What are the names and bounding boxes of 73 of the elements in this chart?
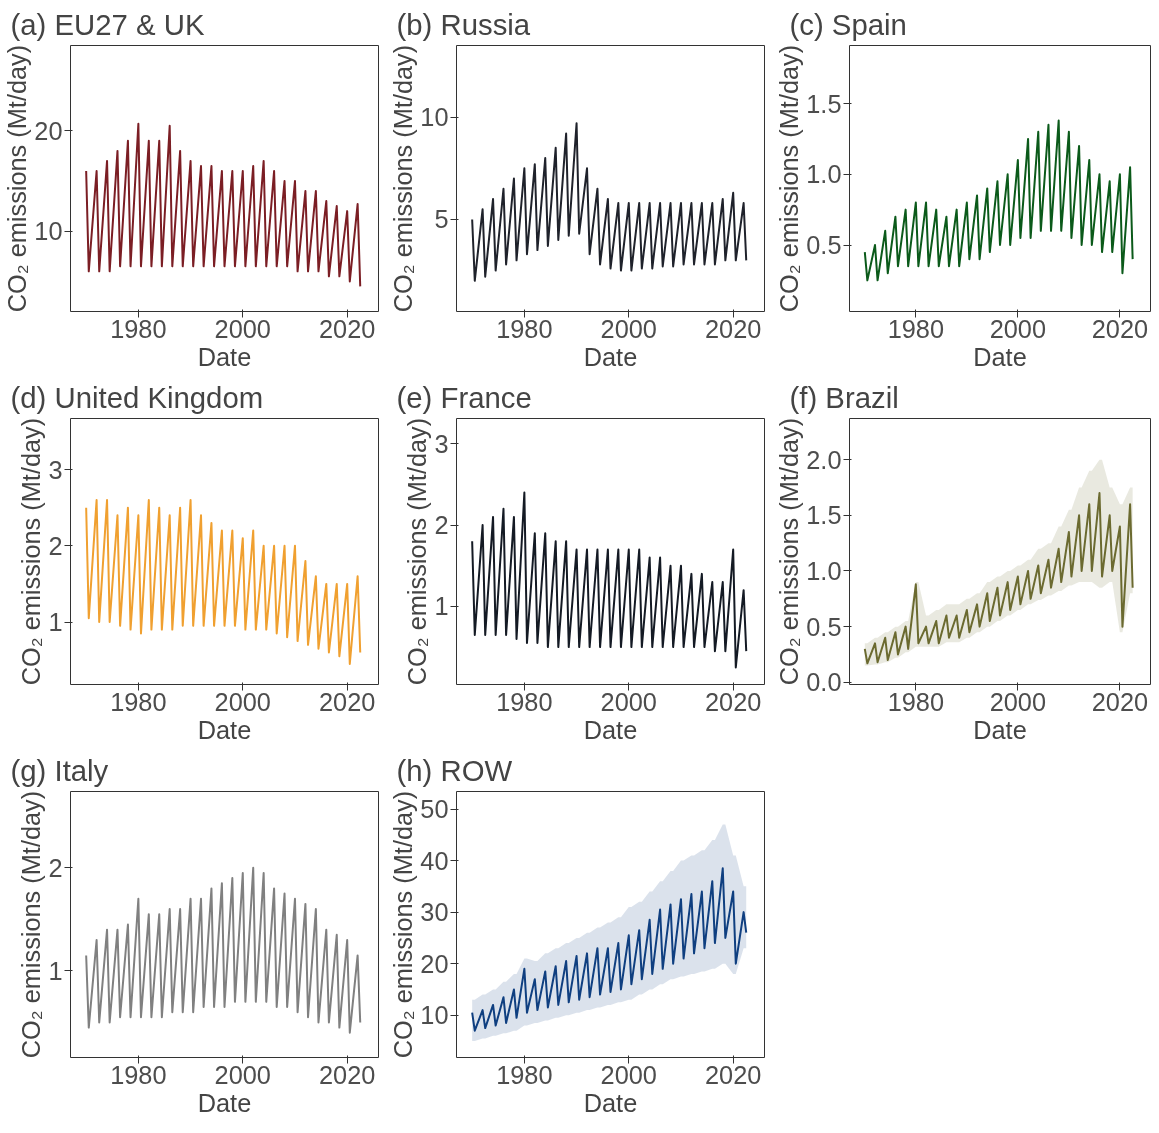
chart-title: (c) Spain: [789, 7, 907, 41]
x-axis-title: Date: [197, 342, 252, 371]
y-axis-title: CO₂ emissions (Mt/day): [17, 417, 46, 686]
y-axis-title: CO₂ emissions (Mt/day): [389, 790, 418, 1059]
x-tick-label: 1980: [110, 1060, 167, 1089]
chart-title: (g) Italy: [10, 753, 109, 787]
x-axis-title: Date: [197, 1088, 252, 1117]
y-tick-label: 2: [434, 511, 449, 540]
y-tick-label: 0.5: [806, 231, 842, 259]
x-tick-label: 1980: [496, 1060, 553, 1089]
x-tick-label: 1980: [887, 314, 945, 343]
x-tick-label: 2000: [600, 314, 657, 343]
x-tick-label: 1980: [496, 687, 553, 716]
y-tick-label: 40: [420, 846, 449, 875]
x-tick-label: 2020: [1091, 687, 1149, 716]
y-tick-label: 0.5: [806, 612, 842, 641]
y-tick-label: 2: [48, 853, 63, 882]
y-tick-label: 20: [420, 949, 449, 978]
chart-title: (h) ROW: [396, 753, 513, 787]
chart-title: (f) Brazil: [789, 380, 899, 414]
y-tick-label: 1.5: [806, 89, 842, 118]
y-tick-label: 10: [420, 1001, 449, 1030]
y-tick-label: 5: [434, 205, 449, 234]
x-tick-label: 2020: [705, 314, 762, 343]
y-tick-label: 10: [34, 217, 63, 246]
chart-title: (a) EU27 & UK: [10, 7, 205, 41]
y-tick-label: 1: [48, 608, 63, 636]
y-tick-label: 0.0: [806, 668, 842, 697]
y-tick-label: 50: [420, 795, 449, 824]
x-tick-label: 2020: [705, 687, 762, 716]
x-tick-label: 2000: [214, 314, 271, 343]
x-tick-label: 2000: [989, 687, 1047, 716]
x-tick-label: 1980: [110, 314, 167, 343]
x-tick-label: 2020: [1091, 314, 1149, 343]
x-tick-label: 2000: [214, 1060, 271, 1089]
y-tick-label: 1.0: [806, 160, 842, 189]
y-axis-title: CO₂ emissions (Mt/day): [775, 44, 804, 313]
x-tick-label: 2020: [319, 1060, 376, 1089]
chart-title: (e) France: [396, 380, 532, 414]
x-axis-title: Date: [197, 715, 252, 744]
x-tick-label: 2020: [319, 687, 376, 716]
y-tick-label: 2.0: [806, 445, 842, 474]
y-tick-label: 1: [434, 592, 449, 621]
x-tick-label: 1980: [110, 687, 167, 716]
x-axis-title: Date: [973, 715, 1027, 744]
x-tick-label: 2000: [989, 314, 1047, 343]
x-tick-label: 2000: [600, 1060, 657, 1089]
x-axis-title: Date: [973, 342, 1027, 371]
x-axis-title: Date: [583, 1088, 638, 1117]
y-tick-label: 1.5: [806, 501, 842, 530]
y-axis-title: CO₂ emissions (Mt/day): [403, 417, 432, 686]
chart-title: (b) Russia: [396, 7, 531, 41]
y-axis-title: CO₂ emissions (Mt/day): [775, 417, 804, 686]
x-tick-label: 2000: [600, 687, 657, 716]
y-tick-label: 3: [434, 429, 449, 458]
y-tick-label: 10: [420, 103, 449, 132]
y-tick-label: 2: [48, 531, 63, 560]
y-axis-title: CO₂ emissions (Mt/day): [3, 44, 32, 313]
x-tick-label: 2000: [214, 687, 271, 716]
y-tick-label: 1: [48, 956, 63, 985]
y-tick-label: 3: [48, 455, 63, 484]
x-tick-label: 1980: [887, 687, 945, 716]
x-tick-label: 1980: [496, 314, 553, 343]
y-axis-title: CO₂ emissions (Mt/day): [17, 790, 46, 1059]
y-tick-label: 20: [34, 116, 63, 145]
y-tick-label: 30: [420, 898, 449, 927]
x-tick-label: 2020: [705, 1060, 762, 1089]
y-axis-title: CO₂ emissions (Mt/day): [389, 44, 418, 313]
x-axis-title: Date: [583, 715, 638, 744]
y-tick-label: 1.0: [806, 556, 842, 585]
x-tick-label: 2020: [319, 314, 376, 343]
chart-title: (d) United Kingdom: [10, 380, 264, 414]
x-axis-title: Date: [583, 342, 638, 371]
